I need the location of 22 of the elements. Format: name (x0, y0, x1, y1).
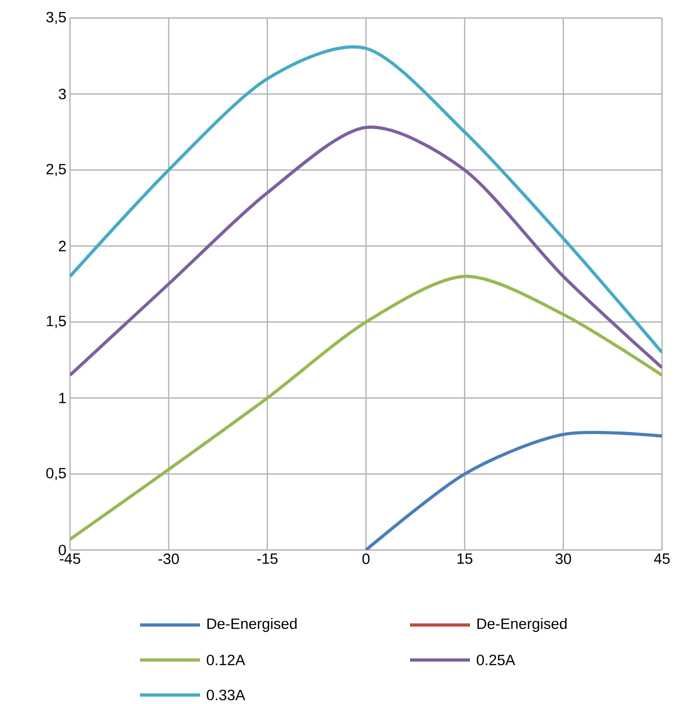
x-tick-label: 45 (654, 554, 670, 564)
y-tick-label: 0 (58, 544, 66, 556)
x-tick-label: -30 (158, 554, 179, 564)
line-series (70, 274, 662, 541)
legend-label: 0.12A (206, 654, 246, 666)
y-tick-label: 0,5 (46, 468, 66, 480)
y-tick-label: 2 (58, 240, 66, 252)
x-tick-label: 30 (556, 554, 572, 564)
y-tick-label: 2,5 (46, 164, 66, 176)
legend-label: De-Energised (477, 618, 567, 632)
y-tick-label: 1 (59, 392, 66, 404)
legend-label: De-Energised (207, 618, 297, 632)
legend-label: 0.25A (476, 654, 516, 666)
legend-label: 0.33A (206, 690, 246, 700)
x-tick-label: -45 (60, 554, 80, 564)
y-tick-label: 1,5 (46, 316, 66, 328)
x-tick-label: 15 (457, 554, 472, 564)
y-tick-label: 3 (58, 88, 66, 100)
x-tick-label: 0 (362, 554, 370, 564)
line-series (70, 126, 662, 377)
y-tick-label: 3,5 (46, 12, 66, 24)
x-tick-label: -15 (257, 554, 278, 564)
